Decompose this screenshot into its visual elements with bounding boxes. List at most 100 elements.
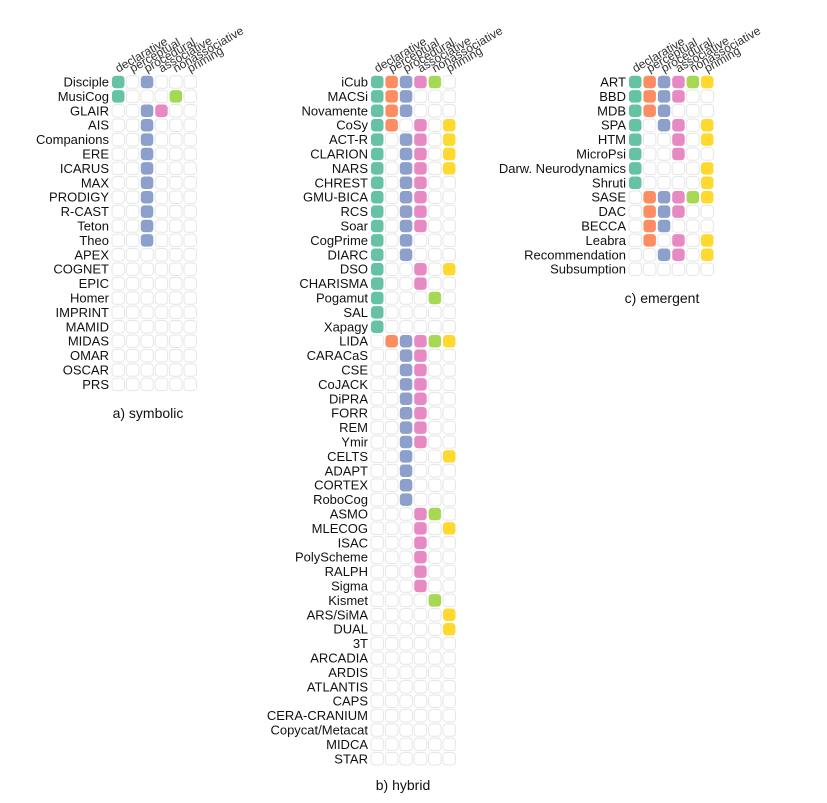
cell-empty-priming: [442, 478, 456, 492]
row-label: APEX: [74, 247, 109, 262]
cell-empty-declarative: [370, 608, 384, 622]
cell-empty-nonassociative: [428, 305, 442, 320]
cell-empty-perceptual: [384, 348, 399, 363]
cell-empty-perceptual: [384, 593, 399, 608]
cell-empty-associative: [154, 219, 169, 233]
cell-empty-associative: [413, 737, 428, 752]
cell-filled-associative: [414, 565, 427, 578]
cell-empty-nonassociative: [686, 147, 700, 161]
cell-empty-procedural: [399, 708, 413, 723]
cell-empty-priming: [183, 147, 197, 161]
cell-empty-associative: [413, 248, 428, 262]
cell-empty-declarative: [370, 593, 384, 608]
cell-empty-priming: [442, 464, 456, 478]
cell-empty-nonassociative: [169, 363, 183, 377]
cell-empty-perceptual: [125, 147, 140, 161]
cell-empty-procedural: [399, 118, 413, 132]
cell-filled-associative: [672, 133, 685, 146]
row-label: CAPS: [333, 694, 369, 709]
cell-filled-procedural: [657, 118, 671, 132]
cell-empty-declarative: [111, 305, 125, 320]
cell-filled-priming: [443, 608, 456, 622]
row-label: Subsumption: [550, 262, 626, 277]
row-label: LIDA: [339, 334, 368, 349]
cell-empty-declarative: [628, 204, 642, 219]
cell-filled-associative: [414, 550, 427, 564]
cell-filled-perceptual: [385, 75, 398, 89]
cell-empty-declarative: [111, 132, 125, 147]
cell-empty-perceptual: [384, 536, 399, 550]
cell-empty-nonassociative: [169, 132, 183, 147]
cell-empty-declarative: [370, 680, 384, 694]
cell-filled-associative: [414, 363, 427, 377]
cell-empty-nonassociative: [428, 132, 442, 147]
cell-filled-associative: [414, 162, 427, 175]
cell-empty-perceptual: [125, 118, 140, 132]
cell-empty-nonassociative: [428, 579, 442, 593]
row-label: PRS: [82, 377, 109, 392]
cell-empty-declarative: [370, 435, 384, 449]
cell-filled-associative: [672, 248, 685, 262]
cell-empty-perceptual: [384, 147, 399, 161]
cell-empty-perceptual: [125, 75, 140, 89]
cell-empty-procedural: [140, 89, 154, 104]
cell-empty-priming: [442, 204, 456, 219]
cell-filled-declarative: [629, 147, 642, 161]
row-label: NARS: [332, 161, 368, 176]
cell-empty-nonassociative: [169, 262, 183, 276]
cell-empty-procedural: [399, 593, 413, 608]
cell-empty-procedural: [399, 622, 413, 636]
cell-filled-priming: [701, 118, 714, 132]
cell-empty-nonassociative: [428, 147, 442, 161]
cell-empty-nonassociative: [428, 190, 442, 204]
cell-empty-perceptual: [384, 161, 399, 176]
cell-empty-perceptual: [642, 248, 657, 262]
row-label: ISAC: [338, 535, 368, 550]
cell-empty-perceptual: [384, 564, 399, 579]
cell-filled-associative: [672, 205, 685, 218]
row-label: CoSy: [336, 118, 368, 133]
panel-title: b) hybrid: [376, 777, 430, 793]
cell-empty-nonassociative: [428, 622, 442, 636]
cell-empty-nonassociative: [428, 536, 442, 550]
cell-empty-perceptual: [384, 435, 399, 449]
cell-empty-priming: [700, 219, 714, 233]
cell-filled-nonassociative: [686, 190, 700, 204]
cell-empty-perceptual: [642, 132, 657, 147]
cell-empty-perceptual: [384, 176, 399, 190]
cell-empty-perceptual: [125, 204, 140, 219]
cell-empty-procedural: [399, 608, 413, 622]
cell-empty-priming: [183, 118, 197, 132]
cell-empty-declarative: [370, 694, 384, 708]
cell-empty-priming: [442, 233, 456, 248]
cell-empty-declarative: [111, 377, 125, 392]
cell-filled-perceptual: [385, 118, 398, 132]
cell-empty-priming: [442, 276, 456, 291]
cell-empty-priming: [442, 723, 456, 737]
cell-empty-nonassociative: [169, 75, 183, 89]
cell-empty-declarative: [111, 248, 125, 262]
cell-empty-associative: [154, 132, 169, 147]
row-label: Leabra: [586, 233, 627, 248]
cell-empty-perceptual: [384, 233, 399, 248]
cell-empty-procedural: [140, 305, 154, 320]
cell-filled-nonassociative: [169, 90, 183, 103]
cell-filled-associative: [414, 277, 427, 290]
cell-empty-priming: [183, 104, 197, 118]
cell-filled-procedural: [399, 90, 413, 103]
cell-empty-perceptual: [384, 651, 399, 665]
row-label: GLAIR: [70, 103, 109, 118]
cell-empty-declarative: [370, 363, 384, 377]
cell-filled-associative: [414, 507, 427, 521]
cell-filled-procedural: [399, 205, 413, 218]
cell-filled-procedural: [140, 190, 154, 204]
cell-filled-associative: [414, 522, 427, 535]
cell-filled-associative: [672, 75, 685, 89]
cell-empty-procedural: [399, 276, 413, 291]
row-label: CORTEX: [314, 478, 368, 493]
cell-empty-priming: [183, 363, 197, 377]
cell-empty-procedural: [657, 262, 671, 276]
cell-empty-priming: [183, 176, 197, 190]
cell-empty-perceptual: [384, 406, 399, 420]
cell-empty-procedural: [399, 550, 413, 564]
